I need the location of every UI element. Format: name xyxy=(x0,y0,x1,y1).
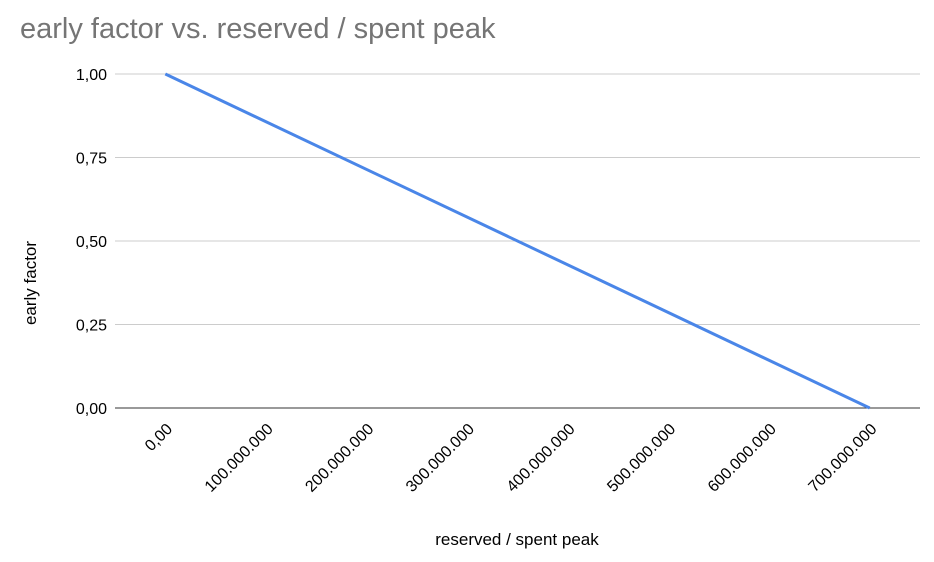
x-tick-label: 300.000.000 xyxy=(403,421,478,496)
y-tick-label: 0,75 xyxy=(76,151,107,168)
y-tick-label: 0,50 xyxy=(76,234,107,251)
y-tick-label: 0,25 xyxy=(76,318,107,335)
x-axis-label: reserved / spent peak xyxy=(435,530,599,549)
chart-title: early factor vs. reserved / spent peak xyxy=(20,13,496,45)
x-tick-label: 400.000.000 xyxy=(504,421,579,496)
x-tick-label: 0,00 xyxy=(142,421,176,455)
x-tick-label: 700.000.000 xyxy=(806,421,881,496)
x-tick-label: 600.000.000 xyxy=(705,421,780,496)
x-tick-label: 500.000.000 xyxy=(604,421,679,496)
y-tick-label: 1,00 xyxy=(76,67,107,84)
data-line xyxy=(164,72,871,410)
x-tick-label: 100.000.000 xyxy=(202,421,277,496)
y-tick-label: 0,00 xyxy=(76,401,107,418)
x-tick-label: 200.000.000 xyxy=(302,421,377,496)
y-axis-label: early factor xyxy=(21,241,40,325)
